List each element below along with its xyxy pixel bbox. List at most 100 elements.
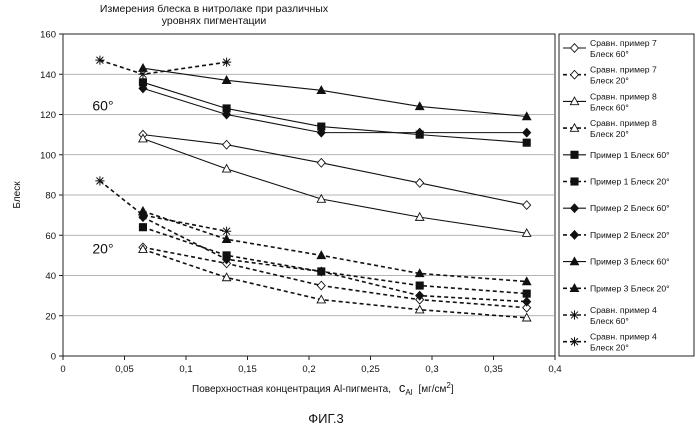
x-tick-label-3: 0,15	[238, 364, 257, 375]
series-3-point-5	[521, 227, 532, 237]
series-1	[138, 129, 532, 211]
series-8	[138, 212, 532, 307]
series-11-point-3	[221, 57, 232, 67]
series-7	[138, 83, 532, 138]
y-tick-label-1: 20	[45, 311, 56, 322]
legend-label-4-2: Блеск 20°	[590, 129, 629, 139]
series-8-point-5	[522, 296, 532, 307]
legend-item-6: Пример 1 Блеск 20°	[563, 177, 670, 187]
series-11	[95, 55, 232, 79]
annotation-2: 20°	[92, 240, 113, 256]
chart-title-line-1: Измерения блеска в нитролаке при различн…	[100, 3, 329, 15]
legend-marker-5	[570, 150, 579, 159]
legend-label-6-1: Пример 1 Блеск 20°	[590, 177, 670, 187]
legend-marker-8	[569, 229, 580, 240]
series-4-point-1	[138, 244, 148, 254]
legend-item-8: Пример 2 Блеск 20°	[563, 230, 670, 240]
x-axis-label-text: Поверхностная концентрация Al-пигмента,	[192, 384, 391, 395]
series-1-point-2	[222, 139, 232, 150]
series-8-point-3	[316, 266, 326, 277]
series-11-point-2	[138, 69, 148, 79]
legend-label-10-1: Пример 3 Блеск 20°	[590, 283, 670, 293]
x-axis-label-unit-close: ]	[451, 384, 454, 395]
series-4-point-3	[316, 294, 327, 304]
series-group	[95, 55, 532, 322]
legend-label-5-1: Пример 1 Блеск 60°	[590, 150, 670, 160]
x-tick-label-4: 0,2	[302, 364, 315, 375]
series-4	[138, 244, 532, 322]
series-7-point-5	[522, 127, 532, 138]
series-10-point-4	[414, 268, 425, 278]
series-6-point-1	[138, 223, 148, 232]
series-9-line	[142, 67, 527, 118]
legend-marker-11	[569, 310, 580, 320]
legend-marker-3	[569, 96, 580, 106]
legend-label-1-2: Блеск 60°	[590, 49, 629, 59]
series-6	[138, 223, 531, 298]
y-tick-label-3: 60	[45, 231, 56, 242]
series-3	[138, 133, 532, 237]
series-7-line	[142, 87, 527, 134]
y-tick-label-7: 140	[40, 70, 56, 81]
x-tick-label-2: 0,1	[179, 364, 192, 375]
x-axis: 0 0,05 0,1 0,15 0,2 0,25 0,3 0,35 0,4	[60, 356, 562, 375]
series-9-point-3	[316, 85, 327, 95]
x-axis-label-symbol: c	[399, 380, 406, 395]
series-3-point-3	[316, 193, 327, 203]
series-7-point-2	[222, 109, 232, 120]
x-tick-label-5: 0,25	[361, 364, 380, 375]
legend-marker-6	[570, 177, 579, 186]
x-axis-label: Поверхностная концентрация Al-пигмента, …	[192, 380, 454, 397]
series-7-point-1	[138, 83, 148, 94]
legend-marker-12	[569, 337, 580, 347]
grid-lines	[63, 73, 555, 317]
series-12-point-2	[138, 210, 148, 220]
legend-label-11-1: Сравн. пример 4	[590, 305, 657, 315]
series-10-point-5	[521, 276, 532, 286]
series-3-point-4	[414, 211, 425, 221]
legend-label-7-1: Пример 2 Блеск 60°	[590, 203, 670, 213]
series-4-point-2	[221, 272, 232, 282]
legend-label-2-1: Сравн. пример 7	[590, 65, 657, 75]
series-2-point-3	[316, 280, 326, 291]
series-4-point-4	[414, 304, 425, 314]
x-tick-label-0: 0	[60, 364, 65, 375]
series-12-line	[99, 180, 227, 233]
series-9	[138, 62, 532, 121]
series-12-point-1	[95, 176, 105, 186]
annotation-1: 60°	[92, 97, 113, 113]
x-tick-label-7: 0,35	[484, 364, 503, 375]
series-1-point-3	[316, 157, 326, 168]
legend-label-1-1: Сравн. пример 7	[590, 38, 657, 48]
series-2-point-5	[522, 302, 532, 313]
legend-label-8-1: Пример 2 Блеск 20°	[590, 230, 670, 240]
series-6-point-4	[415, 281, 424, 290]
legend-label-9-1: Пример 3 Блеск 60°	[590, 257, 670, 267]
series-3-point-2	[221, 163, 232, 173]
series-10-point-2	[221, 234, 232, 243]
series-1-line	[142, 134, 527, 206]
series-8-line	[142, 216, 527, 303]
series-5-point-5	[522, 138, 531, 147]
y-axis: 0 20 40 60 80 100 120 140 160	[40, 30, 63, 363]
series-12	[95, 176, 232, 236]
svg-text:Поверхностная концентрация Al-: Поверхностная концентрация Al-пигмента, …	[192, 380, 454, 397]
x-axis-label-unit: [мг/см	[418, 384, 446, 395]
legend-box	[558, 33, 695, 357]
series-6-line	[142, 226, 527, 295]
series-4-point-5	[521, 312, 532, 322]
y-tick-label-4: 80	[45, 191, 56, 202]
series-9-point-5	[521, 111, 532, 121]
legend-item-7: Пример 2 Блеск 60°	[563, 203, 670, 213]
series-11-point-1	[95, 55, 105, 65]
y-tick-label-8: 160	[40, 30, 56, 41]
y-axis-label: Блеск	[12, 181, 23, 209]
series-8-point-4	[415, 290, 425, 301]
legend-label-4-1: Сравн. пример 8	[590, 118, 657, 128]
chart-title-line-2: уровнях пигментации	[162, 15, 267, 27]
